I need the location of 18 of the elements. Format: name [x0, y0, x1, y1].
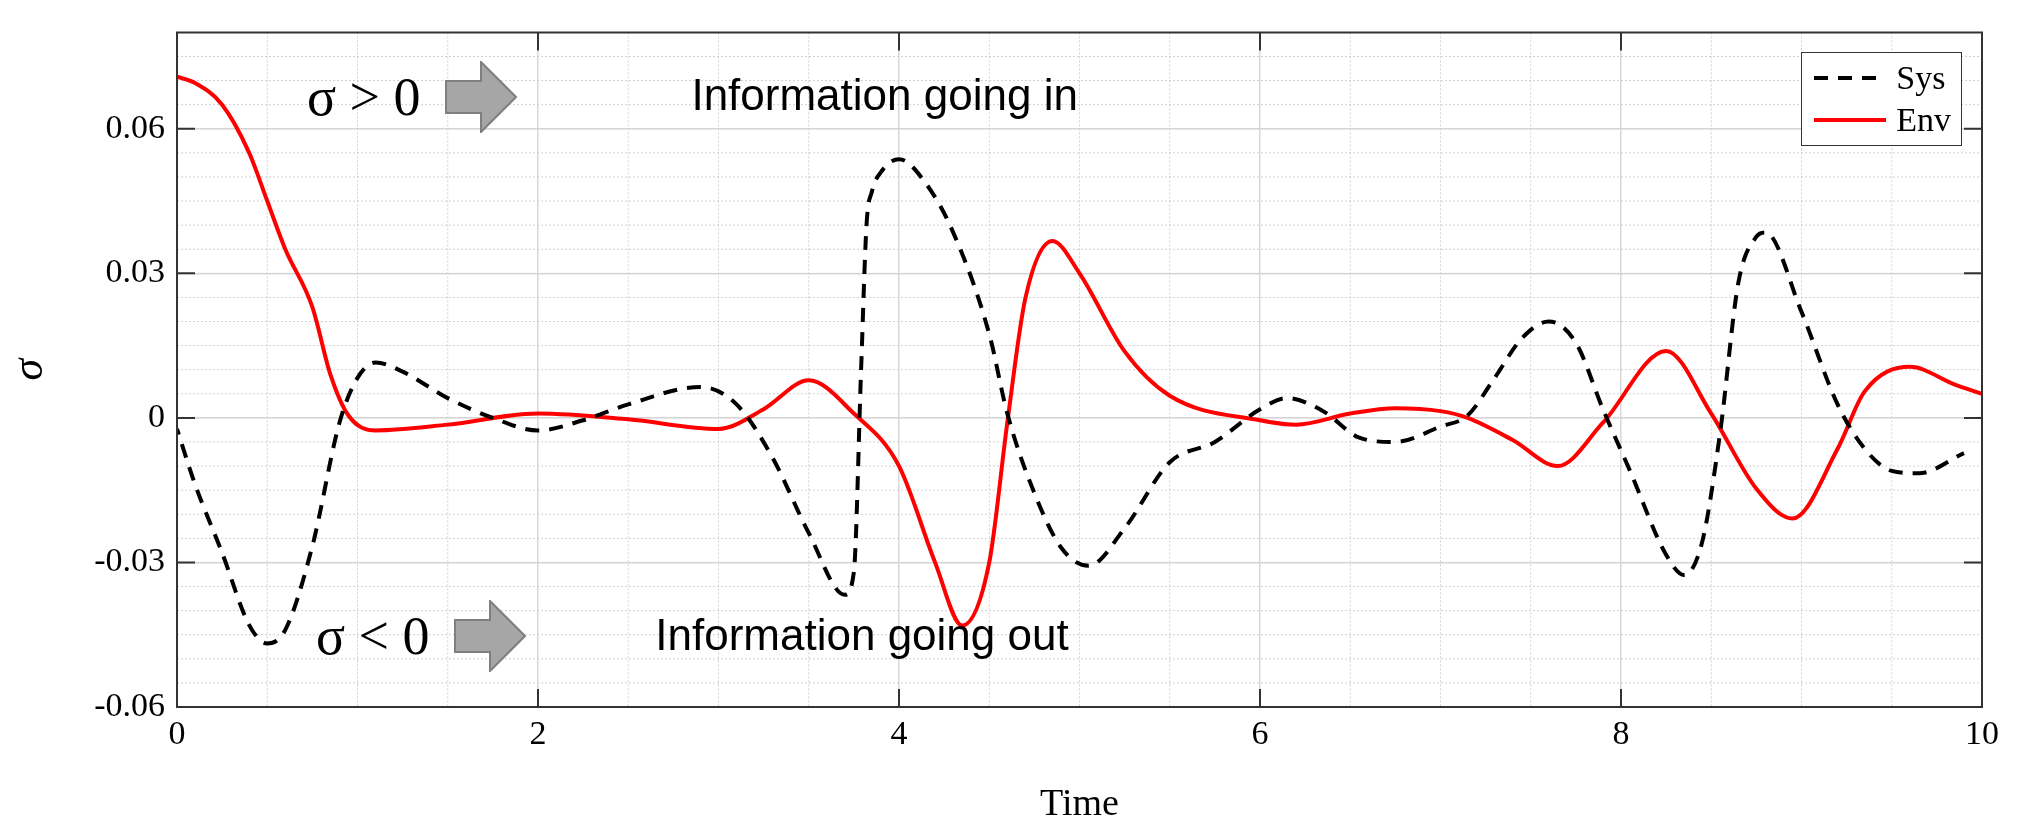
legend-label: Sys — [1896, 59, 1946, 98]
x-tick-label: 2 — [529, 714, 547, 752]
x-tick-label: 8 — [1612, 714, 1630, 752]
x-tick-label: 10 — [1965, 714, 1999, 752]
y-tick-label: 0.06 — [105, 107, 165, 145]
y-axis-title: σ — [2, 356, 52, 381]
x-tick-label: 4 — [890, 714, 908, 752]
annotation: Information going out — [655, 609, 1069, 659]
x-tick-label: 6 — [1251, 714, 1269, 752]
y-tick-label: -0.06 — [94, 685, 165, 723]
x-axis-title: Time — [1040, 781, 1119, 824]
annotation: σ < 0 — [315, 606, 430, 667]
annotation: Information going in — [691, 69, 1078, 119]
legend-label: Env — [1896, 101, 1951, 140]
y-tick-label: 0.03 — [105, 252, 165, 290]
y-tick-label: 0 — [148, 396, 165, 434]
annotation: σ > 0 — [306, 66, 421, 127]
y-tick-label: -0.03 — [94, 541, 165, 579]
